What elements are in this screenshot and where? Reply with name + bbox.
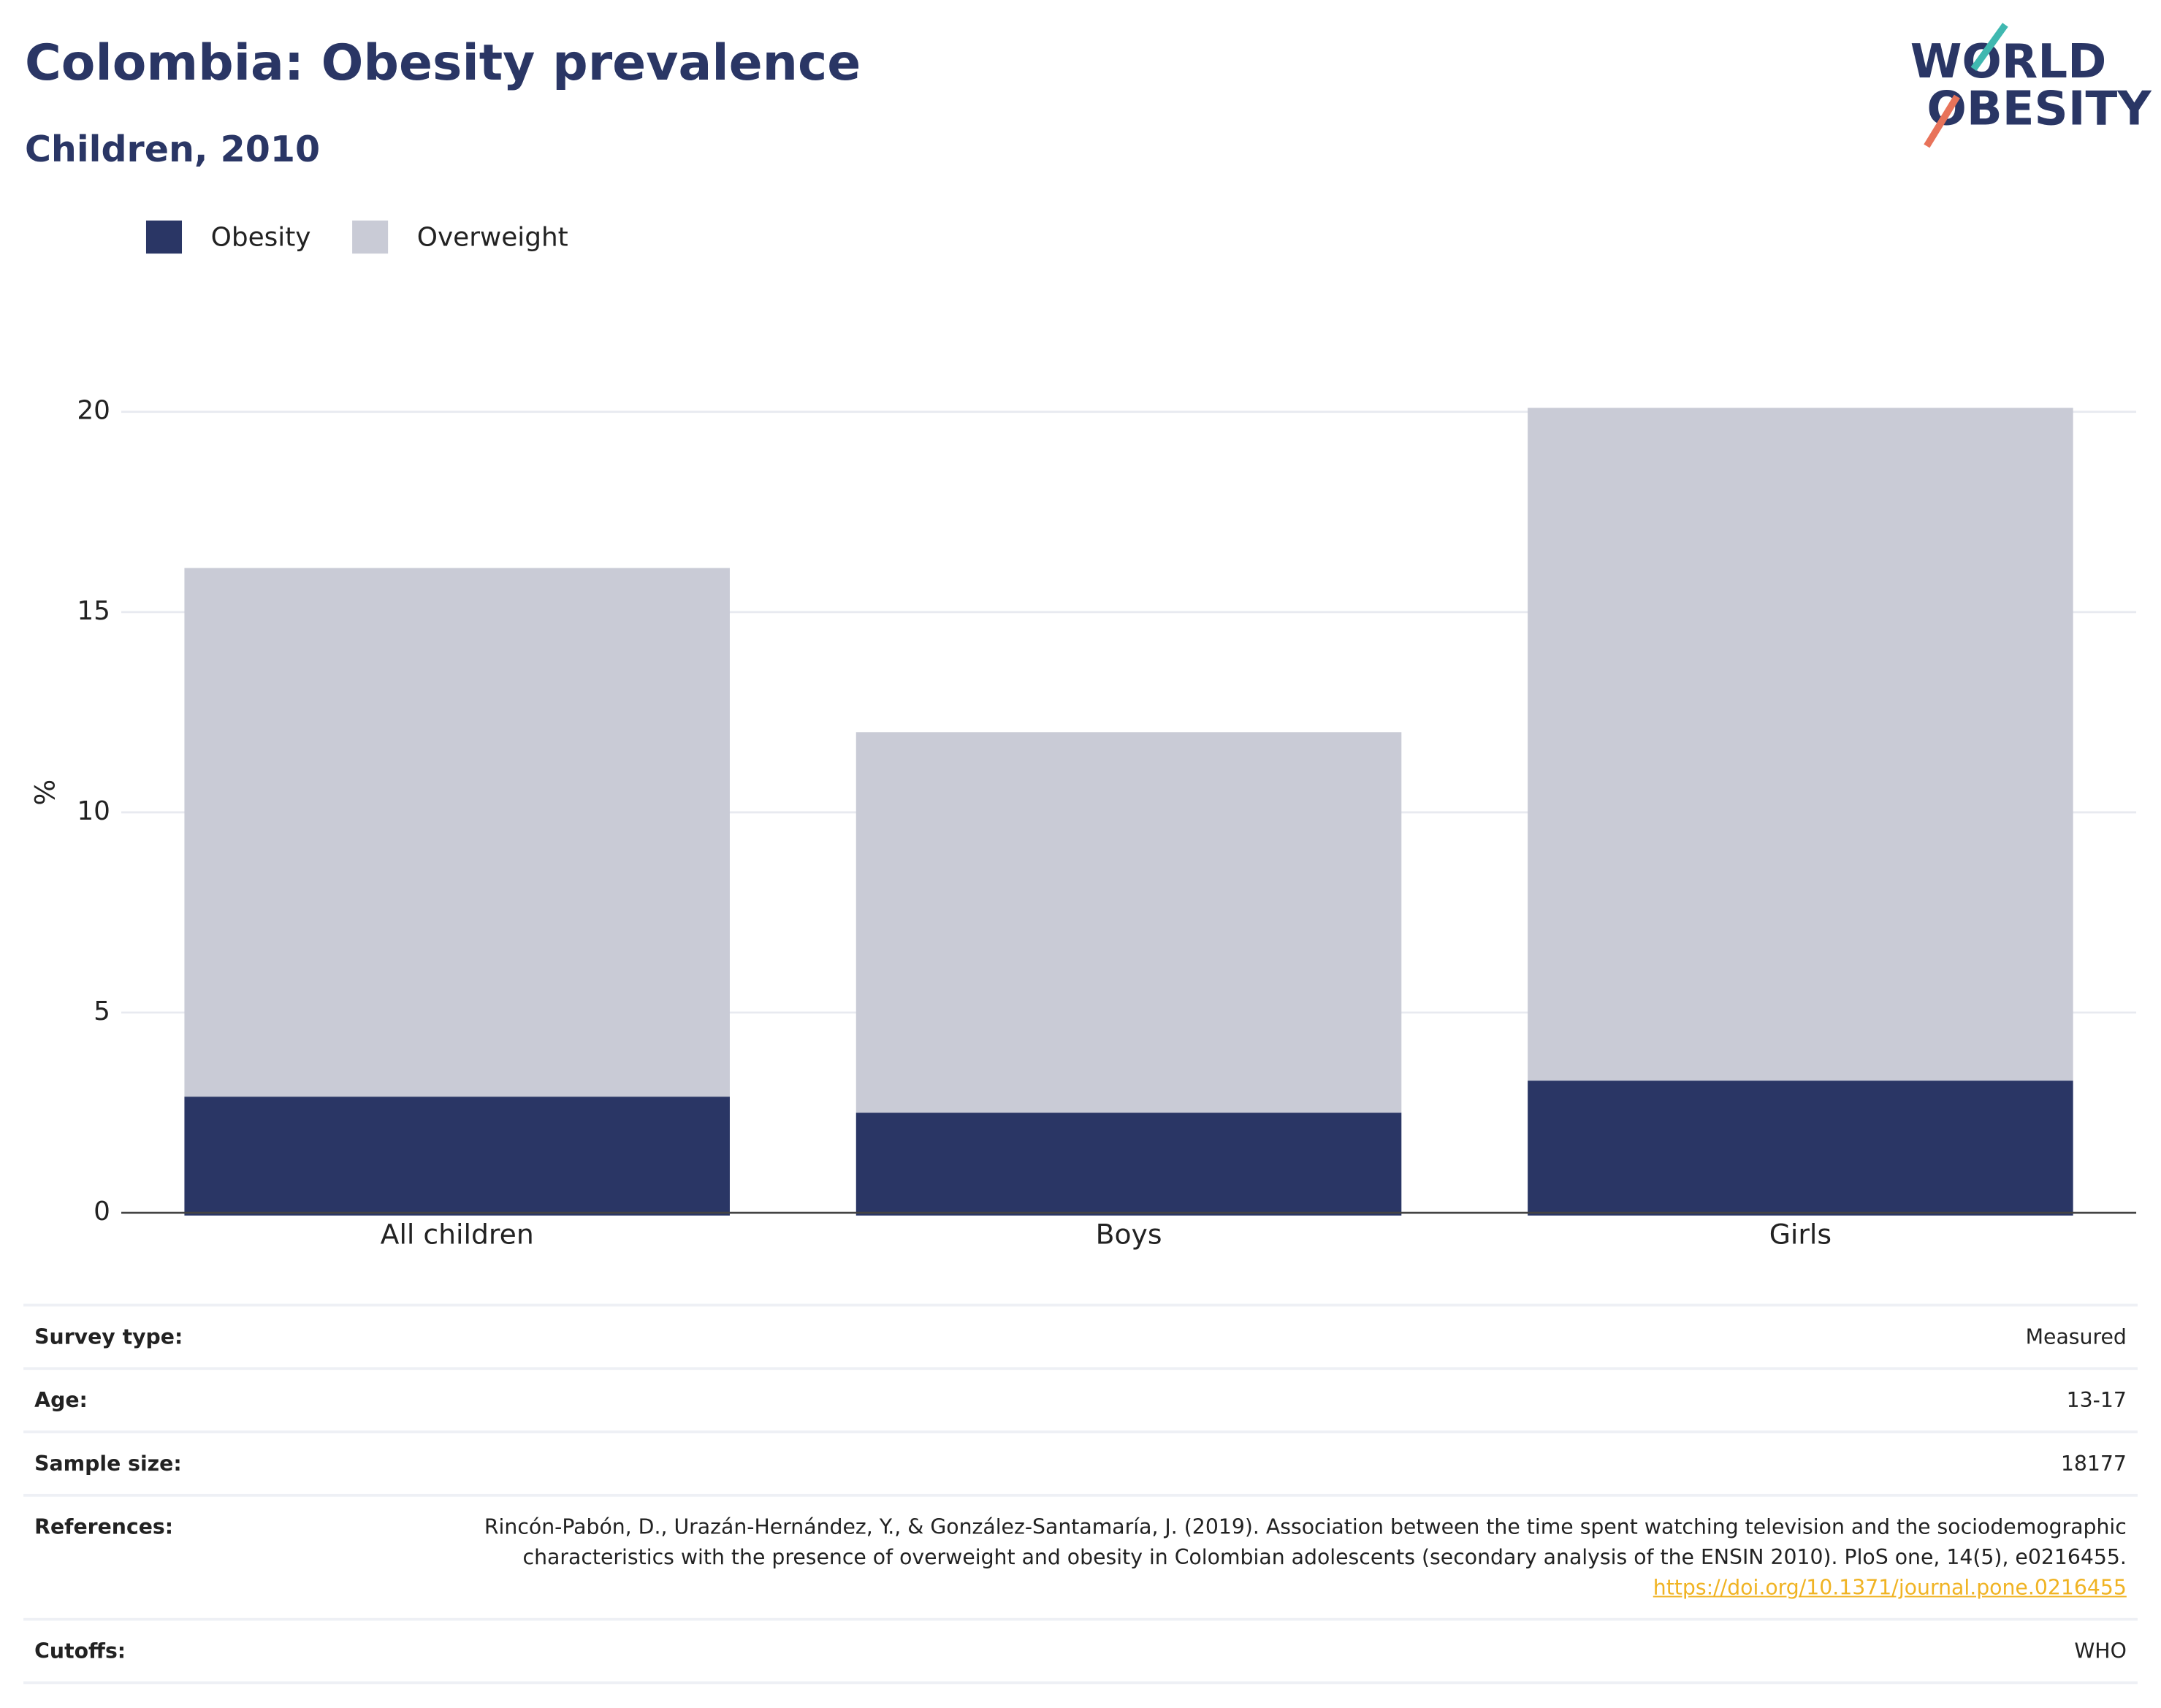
logo-slash [1924, 94, 1960, 148]
bar [1528, 408, 2073, 1081]
legend-label: Overweight [417, 222, 568, 252]
facts-row: Age: 13-17 [23, 1367, 2138, 1433]
facts-row: Survey type: Measured [23, 1303, 2138, 1370]
logo-text: OBESITY [1926, 81, 2152, 136]
row-label: References: [23, 1493, 321, 1621]
x-tick-label: All children [381, 1219, 534, 1251]
y-tick-label: 10 [77, 796, 110, 826]
legend-label: Obesity [211, 222, 311, 252]
row-value: Measured [321, 1303, 2138, 1370]
row-value-text: 18177 [2060, 1451, 2127, 1476]
y-axis-label: % [29, 779, 61, 806]
chart-title: Colombia: Obesity prevalence [25, 34, 861, 92]
x-tick-label: Girls [1769, 1219, 1832, 1251]
bar [855, 732, 1402, 1113]
logo-slash [1970, 23, 2008, 72]
row-label: Sample size: [23, 1430, 321, 1497]
bar [855, 1113, 1402, 1216]
row-label: Age: [23, 1367, 321, 1433]
row-label: Survey type: [23, 1303, 321, 1370]
row-value: 18177 [321, 1430, 2138, 1497]
y-tick-label: 0 [94, 1197, 110, 1227]
legend-swatch [352, 220, 389, 254]
bar [184, 1097, 730, 1216]
facts-row: Sample size: 18177 [23, 1430, 2138, 1497]
chart-subtitle: Children, 2010 [25, 128, 320, 170]
row-label: Cutoffs: [23, 1617, 321, 1685]
y-tick-label: 15 [77, 596, 110, 626]
chart: Colombia: Obesity prevalence Children, 2… [25, 23, 2152, 1251]
bar [184, 568, 730, 1097]
facts-row: References: Rincón-Pabón, D., Urazán-Hern… [23, 1493, 2138, 1621]
row-value-text: Rincón-Pabón, D., Urazán-Hernández, Y., … [484, 1514, 2127, 1570]
row-value: WHO [321, 1617, 2138, 1685]
y-tick-label: 5 [94, 996, 110, 1026]
facts-row: Cutoffs: WHO [23, 1617, 2138, 1685]
facts-table: Survey type: Measured Age: 13-17 Sample size… [23, 1303, 2138, 1685]
bar [1528, 1080, 2073, 1216]
row-value-text: 13-17 [2066, 1387, 2127, 1413]
row-value: Rincón-Pabón, D., Urazán-Hernández, Y., … [321, 1493, 2138, 1621]
legend-swatch [145, 220, 183, 254]
row-value-text: WHO [2074, 1639, 2127, 1664]
reference-link[interactable]: https://doi.org/10.1371/journal.pone.021… [1653, 1575, 2127, 1601]
y-tick-label: 20 [77, 396, 110, 426]
logo-text: WORLD [1910, 34, 2107, 89]
row-value: 13-17 [321, 1367, 2138, 1433]
row-value-text: Measured [2025, 1324, 2127, 1349]
x-tick-label: Boys [1096, 1219, 1162, 1251]
